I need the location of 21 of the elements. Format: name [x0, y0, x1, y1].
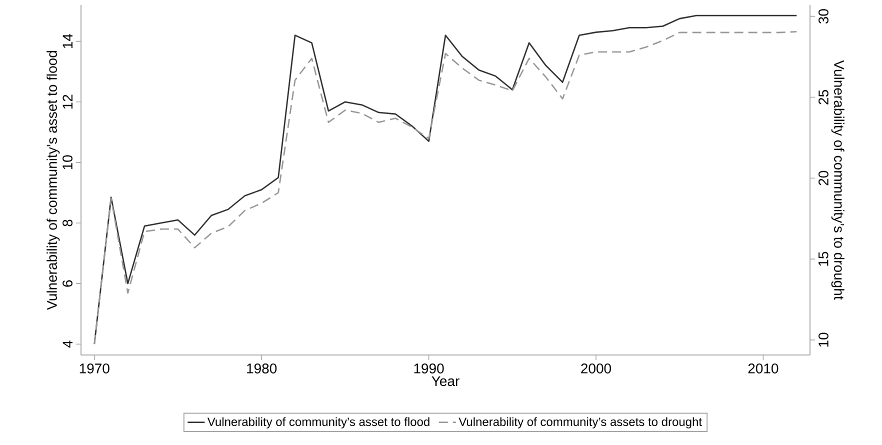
y-tick-label: 4 — [62, 340, 72, 348]
y2-tick-label: 20 — [818, 170, 828, 186]
y-tick-label: 6 — [62, 280, 72, 287]
x-tick-label: 1970 — [80, 364, 110, 374]
y-tick-label: 10 — [62, 155, 72, 170]
legend-label: Vulnerability of community’s assets to drought — [458, 417, 702, 428]
x-tick-label: 2010 — [748, 364, 778, 374]
y-tick-label: 14 — [62, 34, 72, 48]
y-axis-title: Vulnerability of community’s asset to flood — [46, 51, 60, 310]
y-tick-label: 8 — [62, 220, 72, 226]
y2-tick-label: 30 — [818, 9, 828, 24]
x-tick-label: 1990 — [414, 364, 444, 374]
y2-tick-label: 25 — [818, 90, 828, 104]
x-axis-title: Year — [432, 376, 460, 386]
y2-tick-label: 15 — [818, 252, 828, 266]
y-tick-label: 12 — [62, 94, 72, 109]
legend-label: Vulnerability of community’s asset to flood — [207, 417, 430, 428]
y2-tick-label: 10 — [818, 332, 828, 347]
x-tick-label: 1980 — [247, 364, 277, 374]
x-tick-label: 2000 — [581, 364, 612, 374]
y2-axis-title: Vulnerability of community’s to drought — [831, 60, 844, 300]
